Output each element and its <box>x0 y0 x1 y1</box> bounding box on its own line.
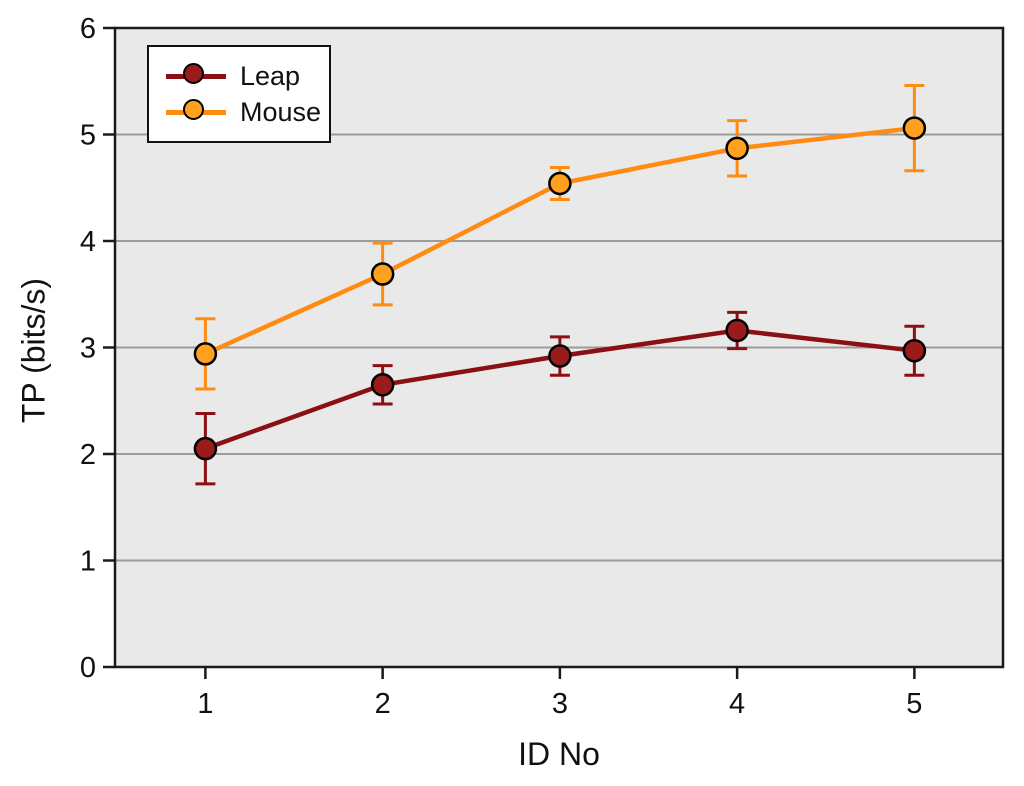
y-axis-label: TP (bits/s) <box>15 277 52 424</box>
leap-marker-4 <box>725 318 749 343</box>
y-tick-label-2: 2 <box>80 439 96 471</box>
legend-item-leap: Leap <box>166 60 329 91</box>
mouse-series-swatch <box>166 99 226 124</box>
x-tick-label-4: 4 <box>729 688 745 720</box>
plot-frame <box>113 26 1005 669</box>
x-axis-label: ID No <box>518 736 600 772</box>
mouse-marker-2 <box>370 262 395 286</box>
mouse-marker-swatch-icon <box>183 99 204 120</box>
leap-marker-2 <box>370 373 395 397</box>
y-tick-label-0: 0 <box>80 652 96 684</box>
leap-marker-3 <box>548 344 572 368</box>
x-tick-label-3: 3 <box>552 688 568 720</box>
y-tick-label-1: 1 <box>80 546 96 578</box>
x-tick-label-5: 5 <box>906 688 922 720</box>
leap-series <box>193 310 927 486</box>
y-tick-label-3: 3 <box>80 333 96 365</box>
y-tick-label-6: 6 <box>80 13 96 45</box>
leap-marker-swatch-icon <box>183 63 204 84</box>
legend-label-leap: Leap <box>240 60 301 91</box>
leap-marker-1 <box>193 436 218 461</box>
mouse-series <box>193 84 927 391</box>
mouse-marker-4 <box>725 136 749 161</box>
legend-label-mouse: Mouse <box>240 96 322 127</box>
y-tick-label-5: 5 <box>80 120 96 152</box>
legend: Leap Mouse <box>147 45 331 143</box>
legend-item-mouse: Mouse <box>166 96 329 127</box>
mouse-marker-1 <box>193 342 218 366</box>
leap-series-swatch <box>166 63 226 88</box>
y-tick-label-4: 4 <box>80 226 96 258</box>
leap-marker-5 <box>902 338 927 363</box>
x-tick-label-1: 1 <box>197 688 213 720</box>
mouse-marker-3 <box>548 171 572 196</box>
x-tick-label-2: 2 <box>375 688 391 720</box>
mouse-marker-5 <box>902 116 927 140</box>
